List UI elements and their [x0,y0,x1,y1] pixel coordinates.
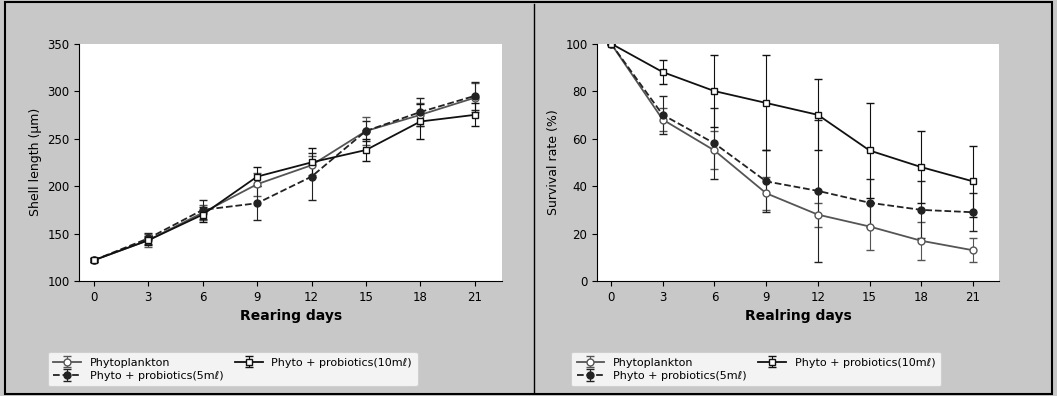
Legend: Phytoplankton, Phyto + probiotics(5mℓ), Phyto + probiotics(10mℓ): Phytoplankton, Phyto + probiotics(5mℓ), … [571,352,941,386]
X-axis label: Rearing days: Rearing days [240,309,341,324]
Legend: Phytoplankton, Phyto + probiotics(5mℓ), Phyto + probiotics(10mℓ): Phytoplankton, Phyto + probiotics(5mℓ), … [48,352,418,386]
X-axis label: Realring days: Realring days [745,309,851,324]
Y-axis label: Survival rate (%): Survival rate (%) [546,109,559,215]
Y-axis label: Shell length (μm): Shell length (μm) [29,108,41,217]
